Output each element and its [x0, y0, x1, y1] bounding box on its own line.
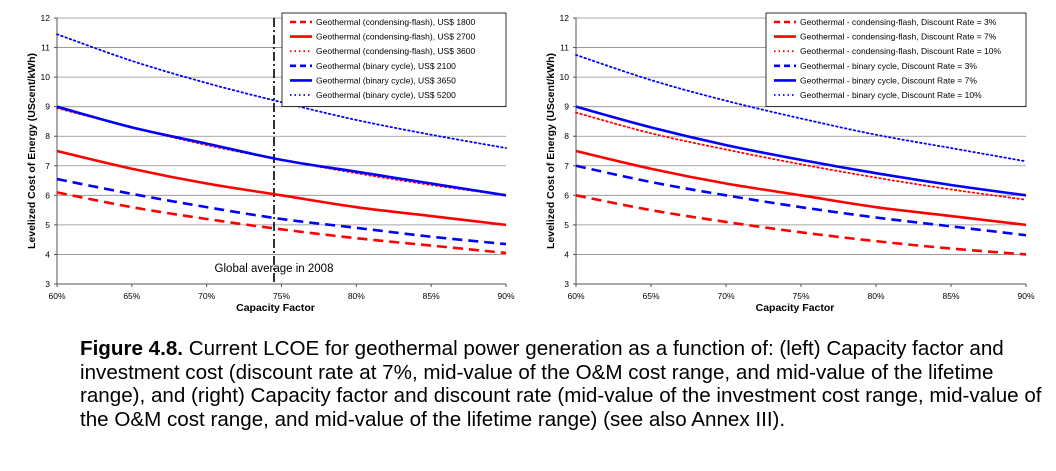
legend: Geothermal (condensing-flash), US$ 1800 G… [281, 12, 507, 107]
y-tick-label: 10 [41, 72, 51, 82]
y-tick-label: 8 [45, 131, 50, 141]
legend-label: Geothermal (condensing-flash), US$ 3600 [316, 46, 475, 56]
series-line-2 [56, 149, 507, 227]
y-axis-label: Levelized Cost of Energy (UScent/kWh) [26, 53, 38, 249]
y-axis-label: Levelized Cost of Energy (UScent/kWh) [545, 53, 557, 249]
legend-box [281, 12, 507, 107]
x-tick-label: 65% [123, 291, 140, 301]
series-line-6 [575, 54, 1027, 163]
y-tick-label: 6 [45, 190, 50, 200]
legend-label: Geothermal - binary cycle, Discount Rate… [800, 75, 977, 85]
y-tick-label: 10 [560, 72, 570, 82]
x-tick-label: 90% [497, 291, 514, 301]
series-line-4 [56, 177, 507, 246]
series-line-3 [575, 111, 1027, 201]
legend: Geothermal - condensing-flash, Discount … [765, 12, 1027, 107]
legend-label: Geothermal - binary cycle, Discount Rate… [800, 61, 977, 71]
series-line-6 [56, 33, 507, 149]
y-tick-label: 5 [564, 220, 569, 230]
y-tick-label: 8 [564, 131, 569, 141]
x-tick-label: 80% [348, 291, 365, 301]
y-tick-label: 9 [564, 102, 569, 112]
figure-label: Figure 4.8. [80, 337, 183, 360]
x-axis-label: Capacity Factor [756, 302, 835, 314]
series-line-4 [575, 164, 1027, 237]
x-tick-label: 75% [273, 291, 290, 301]
series-line-3 [56, 107, 507, 197]
y-tick-label: 7 [564, 161, 569, 171]
legend-label: Geothermal - condensing-flash, Discount … [800, 32, 997, 42]
y-tick-label: 11 [41, 43, 50, 53]
y-tick-label: 4 [45, 249, 50, 259]
y-tick-label: 5 [45, 220, 50, 230]
legend-label: Geothermal - condensing-flash, Discount … [800, 46, 1001, 56]
x-tick-label: 70% [198, 291, 215, 301]
x-tick-label: 70% [717, 291, 734, 301]
charts-area: 3 4 5 6 7 8 9 10 11 12 60% 65% 70% 75% 80% 85% 90% Capaci… [26, 12, 1035, 314]
series-line-1 [575, 194, 1027, 256]
x-tick-label: 60% [567, 291, 584, 301]
series-line-2 [575, 149, 1027, 227]
chart-1: 3 4 5 6 7 8 9 10 11 12 60% 65% 70% 75% 80% 85% 90% Capaci… [26, 12, 515, 314]
y-tick-label: 11 [560, 43, 569, 53]
y-tick-label: 7 [45, 161, 50, 171]
x-tick-label: 60% [48, 291, 65, 301]
x-tick-label: 80% [867, 291, 884, 301]
legend-label: Geothermal (condensing-flash), US$ 1800 [316, 17, 475, 27]
legend-label: Geothermal - binary cycle, Discount Rate… [800, 90, 982, 100]
y-tick-label: 9 [45, 102, 50, 112]
series-line-5 [575, 105, 1027, 197]
legend-label: Geothermal (binary cycle), US$ 5200 [316, 90, 456, 100]
y-tick-label: 12 [41, 13, 51, 23]
legend-label: Geothermal (binary cycle), US$ 3650 [316, 75, 456, 85]
y-tick-label: 4 [564, 249, 569, 259]
y-tick-label: 12 [560, 13, 570, 23]
annotation-label: Global average in 2008 [215, 263, 334, 275]
y-tick-label: 6 [564, 190, 569, 200]
legend-label: Geothermal (condensing-flash), US$ 2700 [316, 32, 475, 42]
x-tick-label: 75% [792, 291, 809, 301]
legend-label: Geothermal - condensing-flash, Discount … [800, 17, 997, 27]
legend-label: Geothermal (binary cycle), US$ 2100 [316, 61, 456, 71]
series-line-5 [56, 105, 507, 197]
caption-text: Current LCOE for geothermal power genera… [80, 337, 1042, 431]
x-tick-label: 85% [942, 291, 959, 301]
x-tick-label: 90% [1017, 291, 1034, 301]
figure-caption: Figure 4.8. Current LCOE for geothermal … [80, 337, 1046, 431]
x-tick-label: 65% [642, 291, 659, 301]
x-tick-label: 85% [423, 291, 440, 301]
y-tick-label: 3 [564, 279, 569, 289]
series-line-1 [56, 191, 507, 255]
x-axis-label: Capacity Factor [236, 302, 315, 314]
legend-box [765, 12, 1027, 107]
chart-2: 3 4 5 6 7 8 9 10 11 12 60% 65% 70% 75% 80% 85% 90% Capaci… [545, 12, 1035, 314]
y-tick-label: 3 [45, 279, 50, 289]
